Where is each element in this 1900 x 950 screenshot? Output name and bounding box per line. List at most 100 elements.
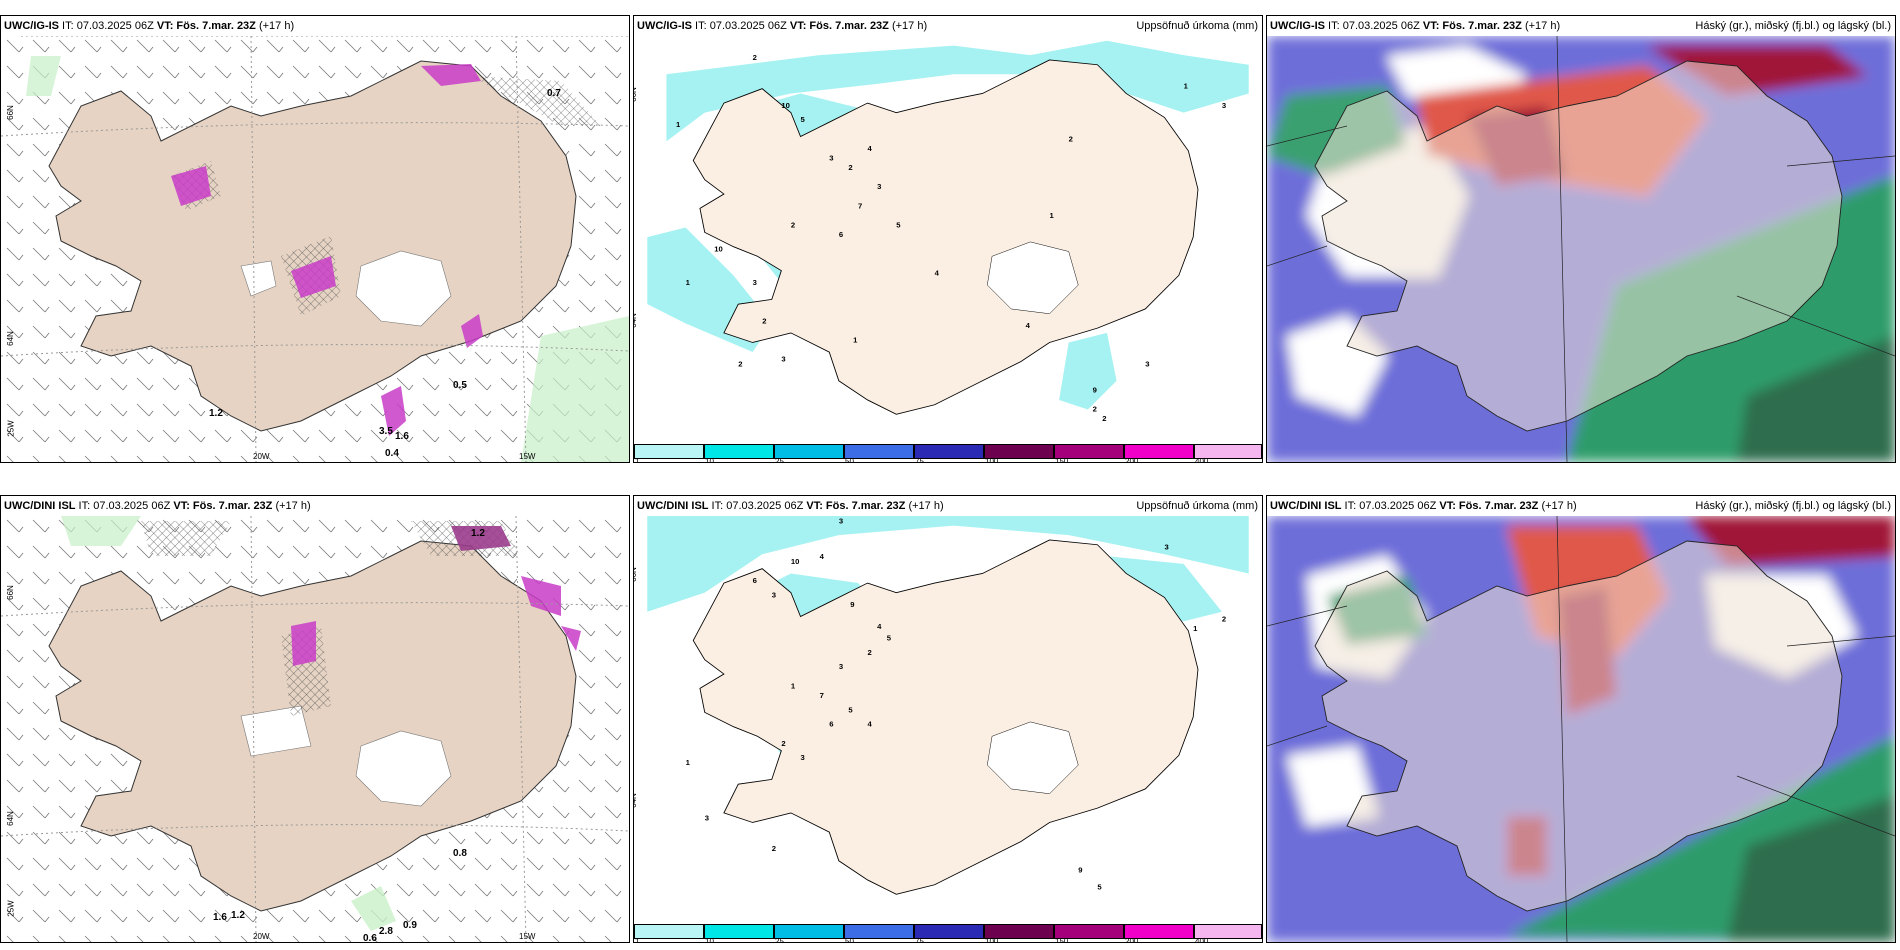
legend-swatch [1194,924,1262,939]
wind-value: 0.8 [453,848,467,859]
precip-value: 3 [772,590,776,599]
precip-value: 3 [829,154,833,163]
precip-legend: 1 10 25 50 75 100 150 200 400 [634,444,1262,462]
legend-swatch [914,924,984,939]
precip-value: 4 [1026,321,1031,330]
legend-swatch [1124,924,1194,939]
legend-tick: 100 [985,457,999,463]
wind-map: 0.7 1.2 0.5 3.5 1.6 0.4 [1,36,629,462]
panel-header: UWC/IG-IS IT: 07.03.2025 06Z VT: Fös. 7.… [1267,16,1895,36]
precip-value: 10 [781,101,790,110]
legend-swatch [1194,444,1262,459]
wind-value: 0.5 [453,380,467,391]
precip-value: 5 [801,115,806,124]
precip-value: 5 [887,634,892,643]
legend-swatch [844,924,914,939]
field-title: Háský (gr.), miðský (fj.bl.) og lágský (… [1695,20,1891,32]
lead-time: (+17 h) [888,20,928,32]
panel-bottom-precip: UWC/DINI ISL IT: 07.03.2025 06Z VT: Fös.… [633,495,1263,943]
precip-value: 1 [853,335,858,344]
init-time: IT: 07.03.2025 06Z [708,500,807,512]
precip-value: 2 [753,53,757,62]
init-time: IT: 07.03.2025 06Z [59,20,157,32]
legend-tick: 50 [845,457,854,463]
panel-bottom-wind: UWC/DINI ISL IT: 07.03.2025 06Z VT: Fös.… [0,495,630,943]
legend-swatch [1054,444,1124,459]
lat-label-64n: 64N [633,313,638,328]
precip-value: 3 [781,355,785,364]
field-title: Háský (gr.), miðský (fj.bl.) og lágský (… [1695,500,1891,512]
precip-value: 9 [850,600,854,609]
precip-value: 3 [1145,359,1149,368]
precip-value: 1 [1193,624,1198,633]
precip-map: 3 10 4 6 3 9 4 5 2 1 7 3 5 2 3 1 6 4 3 2… [647,516,1249,907]
lon-label-20w: 20W [253,452,270,461]
lat-label-66n: 66N [633,567,638,582]
field-title: Uppsöfnuð úrkoma (mm) [1136,20,1258,32]
legend-tick: 75 [915,937,924,943]
legend-tick: 200 [1125,937,1139,943]
lon-label-25w: 25W [6,420,16,437]
legend-tick: 10 [705,457,714,463]
lead-time: (+17 h) [272,500,311,512]
wind-value: 1.2 [231,910,245,921]
precip-value: 2 [868,648,872,657]
precip-value: 2 [1069,134,1073,143]
precip-value: 1 [1050,211,1055,220]
precip-value: 3 [1222,101,1226,110]
legend-swatch [984,444,1054,459]
legend-swatch [914,444,984,459]
panel-header: UWC/DINI ISL IT: 07.03.2025 06Z VT: Fös.… [1267,496,1895,516]
precip-value: 6 [829,720,833,729]
precip-value: 7 [858,201,862,210]
legend-tick: 150 [1055,937,1069,943]
legend-swatch [844,444,914,459]
wind-value: 0.4 [385,448,399,459]
panel-header: UWC/IG-IS IT: 07.03.2025 06Z VT: Fös. 7.… [634,16,1262,36]
panel-top-wind: UWC/IG-IS IT: 07.03.2025 06Z VT: Fös. 7.… [0,15,630,463]
precip-value: 4 [935,268,940,277]
model-name: UWC/IG-IS [1270,20,1325,32]
model-name: UWC/IG-IS [637,20,692,32]
wind-map: 1.2 0.8 1.6 1.2 0.9 0.6 2.8 [1,516,629,942]
legend-tick: 100 [985,937,999,943]
legend-tick: 400 [1195,937,1209,943]
init-time: IT: 07.03.2025 06Z [75,500,174,512]
precip-value: 1 [686,758,691,767]
model-name: UWC/IG-IS [4,20,59,32]
lat-label-64n: 64N [5,811,15,826]
precip-value: 3 [839,517,843,526]
wind-value: 0.6 [363,933,377,942]
precip-value: 5 [1097,883,1102,892]
precip-value: 6 [839,230,843,239]
cloud-map [1267,36,1895,462]
precip-value: 6 [753,576,757,585]
lon-label-25w: 25W [6,900,16,917]
lat-label-66n: 66N [633,87,638,102]
precip-value: 3 [839,662,843,671]
panel-header: UWC/IG-IS IT: 07.03.2025 06Z VT: Fös. 7.… [1,16,629,36]
precip-value: 3 [801,753,805,762]
precip-value: 4 [868,144,873,153]
valid-time: VT: Fös. 7.mar. 23Z [173,500,273,512]
panel-header: UWC/DINI ISL IT: 07.03.2025 06Z VT: Fös.… [634,496,1262,516]
wind-value: 1.2 [209,408,223,419]
lead-time: (+17 h) [905,500,944,512]
lead-time: (+17 h) [1521,20,1561,32]
legend-swatch [704,444,774,459]
lon-label-15w: 15W [519,932,536,941]
precip-value: 2 [848,163,852,172]
legend-tick: 50 [845,937,854,943]
precip-value: 2 [1222,614,1226,623]
precip-value: 3 [753,278,757,287]
lon-label-15w: 15W [519,452,536,461]
model-name: UWC/DINI ISL [1270,500,1342,512]
legend-tick: 10 [705,937,714,943]
precip-value: 5 [848,705,853,714]
precip-value: 2 [1093,404,1097,413]
lead-time: (+17 h) [255,20,295,32]
precip-value: 1 [676,120,681,129]
precip-value: 4 [868,720,873,729]
precip-value: 2 [772,844,776,853]
precip-value: 7 [820,691,824,700]
